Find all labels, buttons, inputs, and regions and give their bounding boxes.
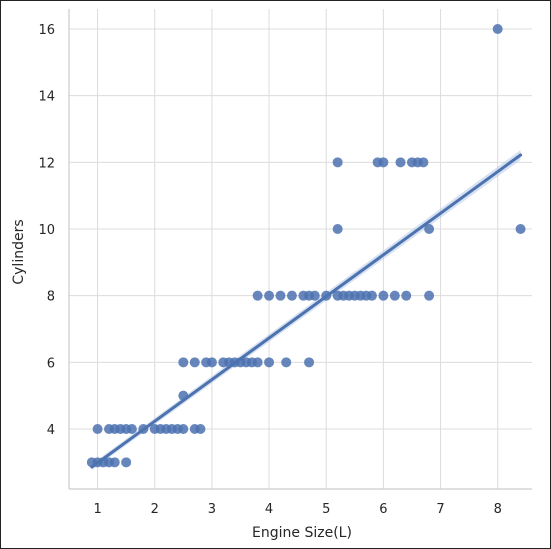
data-point	[389, 290, 400, 301]
y-axis-label: Cylinders	[11, 219, 27, 284]
grid	[69, 9, 532, 489]
y-tick-label: 8	[47, 290, 55, 305]
data-point	[515, 224, 526, 234]
x-axis-label: Engine Size(L)	[252, 525, 352, 541]
data-point	[492, 24, 503, 34]
y-tick-label: 16	[38, 23, 55, 38]
data-point	[275, 290, 286, 301]
y-tick-label: 4	[47, 423, 55, 438]
data-point	[424, 290, 435, 301]
data-point	[206, 357, 217, 368]
x-tick-label: 7	[436, 502, 444, 517]
y-tick-label: 14	[38, 90, 55, 105]
y-tick-label: 10	[38, 223, 55, 238]
data-point	[92, 424, 103, 434]
x-tick-label: 5	[322, 502, 330, 517]
data-point	[366, 290, 377, 301]
y-tick-label: 12	[38, 156, 55, 171]
data-point	[189, 357, 200, 368]
data-point	[178, 357, 189, 368]
y-tick-label: 6	[47, 356, 55, 371]
data-point	[309, 290, 320, 301]
x-tick-label: 3	[208, 502, 216, 517]
x-tick-labels: 1 2 3 4 5 6 7 8	[93, 502, 501, 517]
data-point	[281, 357, 292, 368]
x-tick-label: 8	[494, 502, 502, 517]
data-point	[304, 357, 315, 368]
data-point	[109, 457, 120, 468]
data-point	[424, 224, 435, 234]
x-tick-label: 2	[151, 502, 159, 517]
data-point	[178, 424, 189, 434]
axes	[68, 9, 532, 490]
data-point	[195, 424, 206, 434]
data-point	[252, 290, 263, 301]
x-tick-label: 4	[265, 502, 273, 517]
regression-line-group	[90, 153, 523, 469]
data-point	[395, 157, 406, 168]
data-point	[332, 157, 343, 168]
data-point	[418, 157, 429, 168]
data-point	[378, 157, 389, 168]
data-point	[332, 224, 343, 234]
data-point	[286, 290, 297, 301]
data-point	[264, 357, 275, 368]
x-tick-label: 1	[93, 502, 101, 517]
x-tick-label: 6	[379, 502, 387, 517]
data-point	[121, 457, 132, 468]
y-tick-labels: 4 6 8 10 12 14 16	[38, 23, 55, 438]
data-point	[264, 290, 275, 301]
regression-line	[90, 153, 523, 469]
data-point	[378, 290, 389, 301]
data-points	[86, 24, 526, 468]
data-point	[126, 424, 137, 434]
data-point	[252, 357, 263, 368]
data-point	[401, 290, 412, 301]
